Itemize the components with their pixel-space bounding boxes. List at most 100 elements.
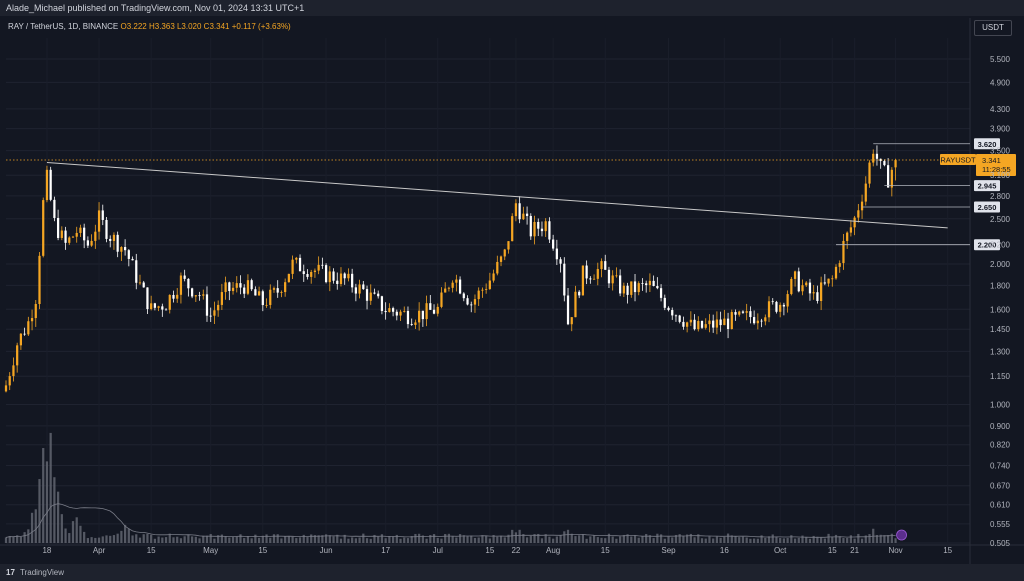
candle-body (295, 257, 298, 260)
volume-bar (592, 535, 596, 543)
candle-body (808, 282, 812, 294)
volume-bar (857, 533, 860, 543)
candle-body (741, 311, 745, 313)
volume-bar (310, 534, 313, 543)
currency-button[interactable]: USDT (974, 20, 1012, 36)
volume-bar (507, 534, 510, 543)
candle-body (168, 294, 171, 310)
volume-bar (220, 534, 223, 543)
volume-bar (291, 536, 294, 543)
candle-body (611, 275, 614, 284)
volume-bar (775, 536, 778, 543)
volume-bar (164, 537, 168, 543)
volume-bar (45, 461, 49, 543)
candle-body (764, 317, 767, 322)
volume-bar (425, 538, 428, 543)
candle-body (767, 301, 771, 318)
volume-bar (723, 536, 726, 543)
volume-bar (120, 530, 123, 543)
volume-bar (328, 535, 331, 543)
candle-body (849, 227, 853, 233)
candle-body (150, 303, 153, 310)
candle-body (231, 287, 235, 292)
candle-body (604, 261, 607, 270)
y-tick-label: 0.610 (990, 501, 1011, 510)
time-axis: 18 Apr 15 May 15 Jun 17 Jul 15 22 Aug 15 Sep 16 Oct 15 2… (42, 546, 952, 555)
candle-body (637, 283, 640, 293)
volume-bar (470, 535, 473, 543)
volume-bar (477, 537, 480, 543)
candle-body (607, 269, 611, 284)
candle-body (540, 228, 544, 232)
candle-body (421, 310, 424, 320)
footer-brand[interactable]: TradingView (19, 568, 65, 577)
candle-body (429, 303, 432, 310)
volume-bar (793, 538, 797, 543)
volume-bar (890, 533, 893, 543)
volume-bar (648, 535, 652, 543)
volume-bar (674, 534, 678, 543)
candle-body (388, 308, 391, 313)
candle-body (60, 230, 63, 238)
candle-body (548, 221, 551, 240)
volume-bar (243, 538, 246, 543)
candle-body (194, 295, 197, 297)
y-tick-label: 4.900 (990, 78, 1011, 87)
volume-bar (552, 538, 555, 543)
volume-bar (496, 536, 499, 543)
candle-body (578, 291, 581, 296)
volume-bar (12, 536, 15, 543)
volume-bar (589, 536, 592, 543)
volume-bar (667, 536, 670, 543)
candle-body (827, 278, 830, 284)
candle-body (455, 279, 458, 283)
candle-body (756, 320, 759, 324)
candle-body (127, 250, 130, 259)
candle-body (488, 280, 491, 289)
price-change: +0.117 (+3.63%) (231, 22, 291, 31)
volume-bar (849, 535, 853, 543)
x-tick-label: Jul (433, 546, 443, 555)
candle-body (570, 317, 573, 325)
volume-bar (771, 534, 774, 543)
volume-bar (715, 536, 719, 543)
candle-body (782, 304, 786, 307)
candle-body (302, 271, 305, 275)
volume-bar (168, 533, 171, 543)
candle-body (254, 289, 257, 296)
volume-bar (455, 537, 458, 543)
candle-body (440, 292, 443, 307)
candle-body (161, 306, 164, 310)
volume-bar (466, 536, 469, 543)
candle-body (228, 282, 231, 292)
volume-bar (522, 534, 525, 543)
level-tag (974, 239, 1000, 251)
candle-body (365, 289, 369, 301)
candle-body (83, 227, 86, 241)
volume-bar (79, 525, 82, 543)
volume-bar (801, 535, 804, 543)
y-tick-label: 0.900 (990, 422, 1011, 431)
candle-body (157, 306, 160, 308)
volume-bar (749, 538, 752, 543)
volume-bar (566, 529, 570, 543)
candle-body (712, 320, 715, 328)
candle-body (730, 312, 733, 330)
candle-body (45, 169, 49, 201)
volume-bar (659, 534, 663, 543)
candle-body (68, 237, 71, 243)
candle-body (373, 292, 376, 294)
candle-body (261, 291, 264, 306)
candle-body (592, 278, 596, 280)
volume-bar (391, 536, 395, 543)
volume-bar (581, 534, 585, 543)
volume-bar (343, 534, 346, 543)
volume-bar (317, 535, 320, 543)
volume-bar (570, 533, 573, 543)
level-tag-label: 2.945 (978, 182, 997, 191)
volume-bar (693, 537, 696, 543)
volume-bar (418, 533, 421, 543)
volume-bar (473, 537, 477, 543)
volume-bar (280, 538, 283, 543)
